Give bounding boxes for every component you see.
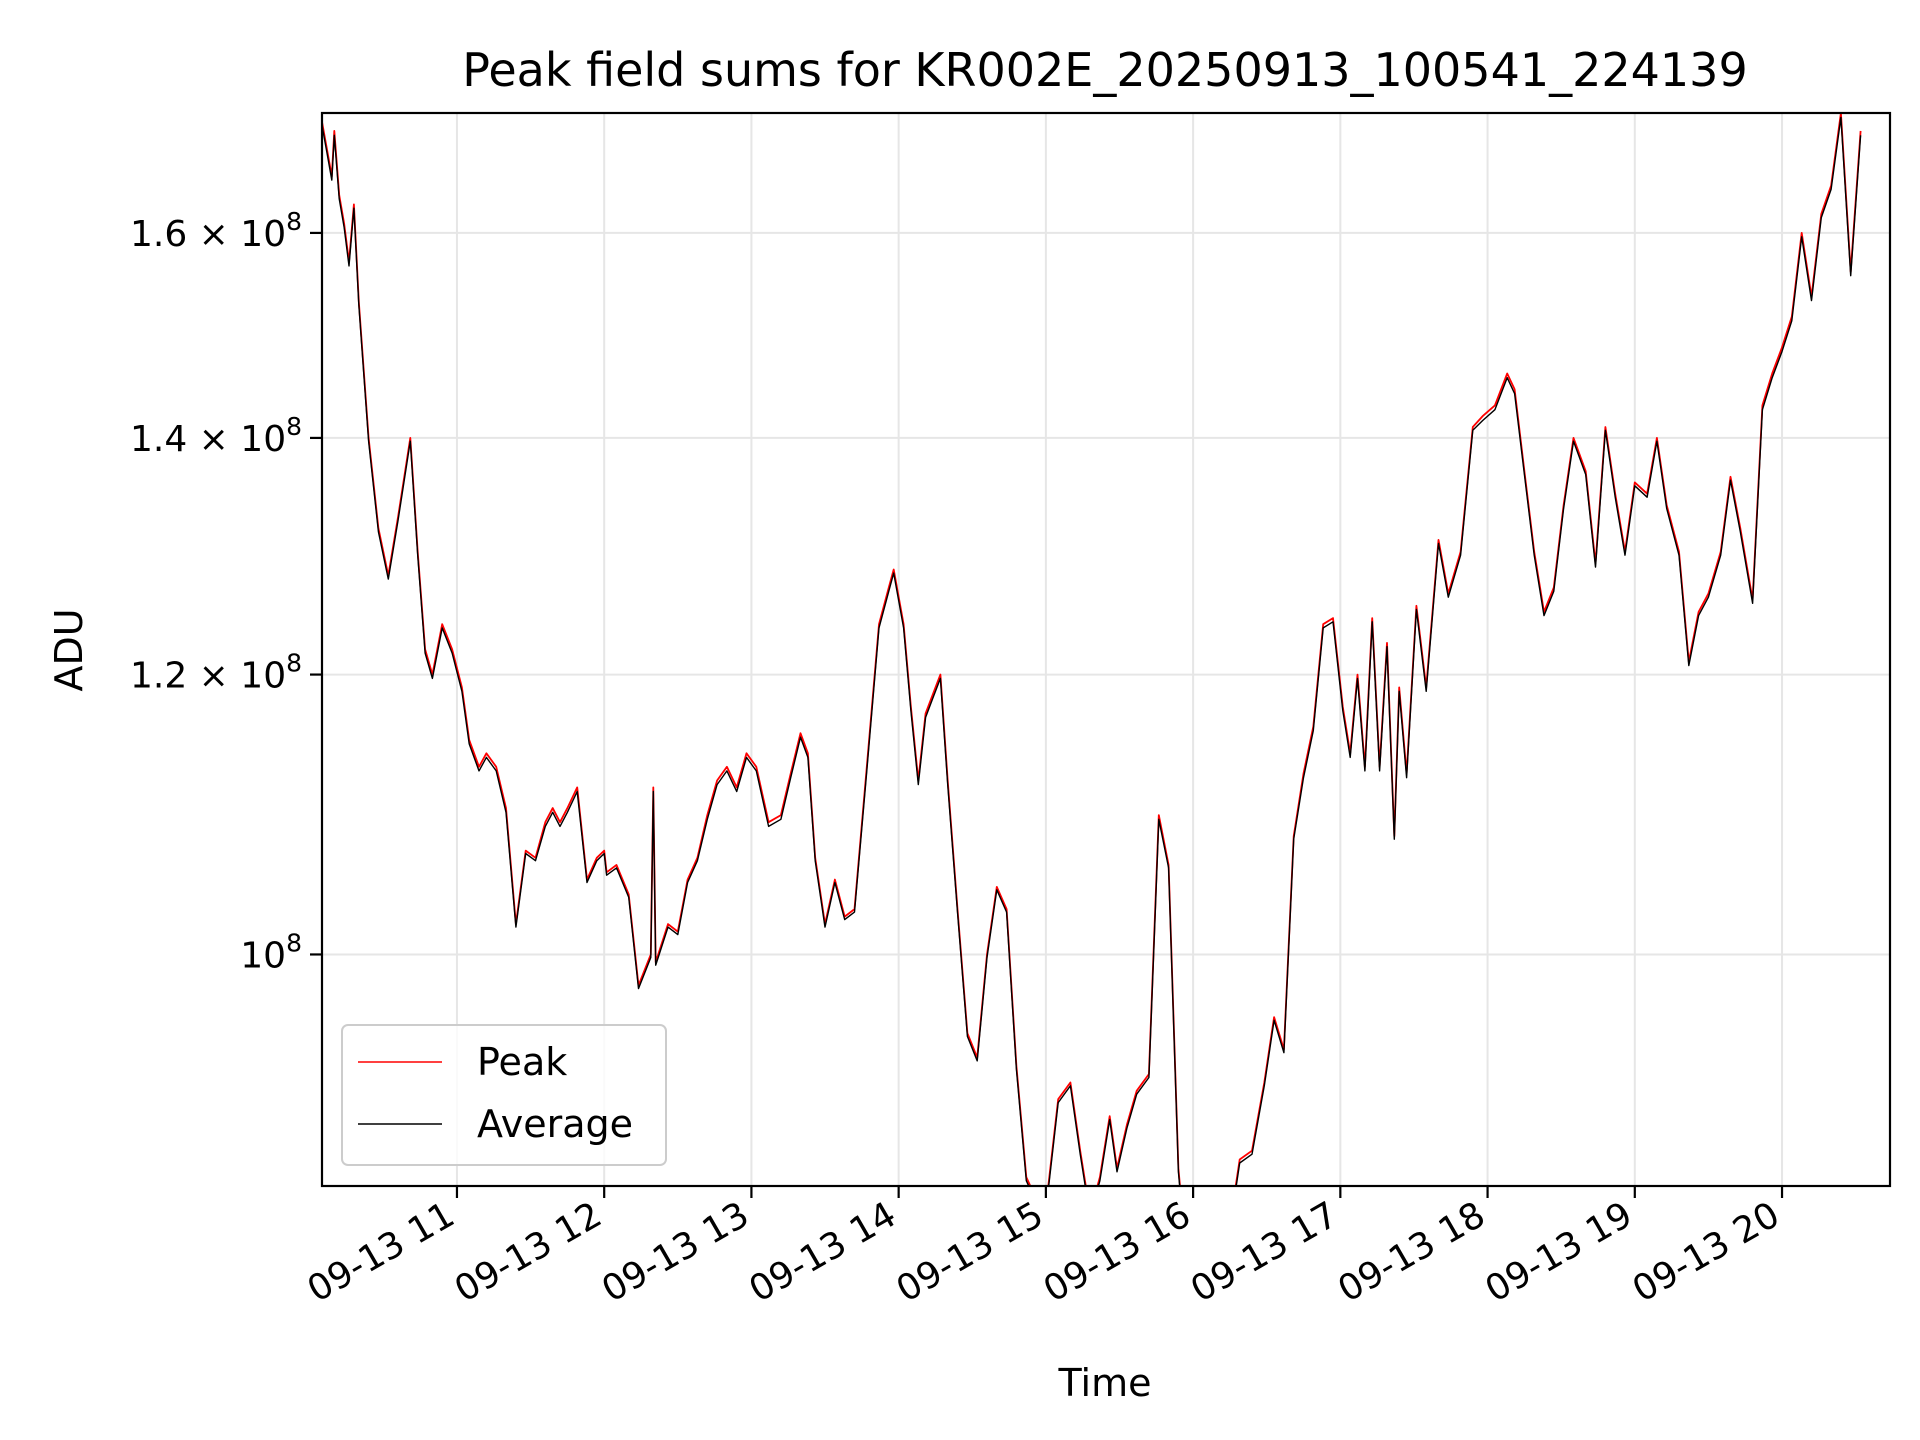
y-axis-label: ADU [47, 608, 91, 691]
y-tick-mantissa: 1.2 [130, 656, 187, 697]
legend-label-peak: Peak [477, 1040, 567, 1084]
legend: Peak Average [341, 1024, 667, 1166]
y-tick-label: 1.2 × 108 [130, 649, 302, 697]
x-axis-label: Time [1058, 1361, 1152, 1405]
y-tick-exponent: 8 [286, 207, 302, 236]
y-tick-exponent: 8 [286, 928, 302, 957]
y-tick-mantissa: 1.6 [130, 214, 187, 255]
chart-title: Peak field sums for KR002E_20250913_1005… [462, 43, 1747, 97]
legend-box [341, 1024, 667, 1166]
series-layer [322, 113, 1862, 1186]
y-tick-label: 1.4 × 108 [130, 412, 302, 460]
legend-label-average: Average [477, 1102, 633, 1146]
plot-frame [320, 111, 1892, 1188]
series-line-peak [322, 113, 1862, 1186]
series-line-average [322, 116, 1862, 1186]
y-tick-mantissa: 1.4 [130, 419, 187, 460]
y-tick-exponent: 8 [286, 412, 302, 441]
grid [322, 113, 1890, 1186]
y-tick-exponent: 8 [286, 649, 302, 678]
y-tick-label: 1.6 × 108 [130, 207, 302, 255]
